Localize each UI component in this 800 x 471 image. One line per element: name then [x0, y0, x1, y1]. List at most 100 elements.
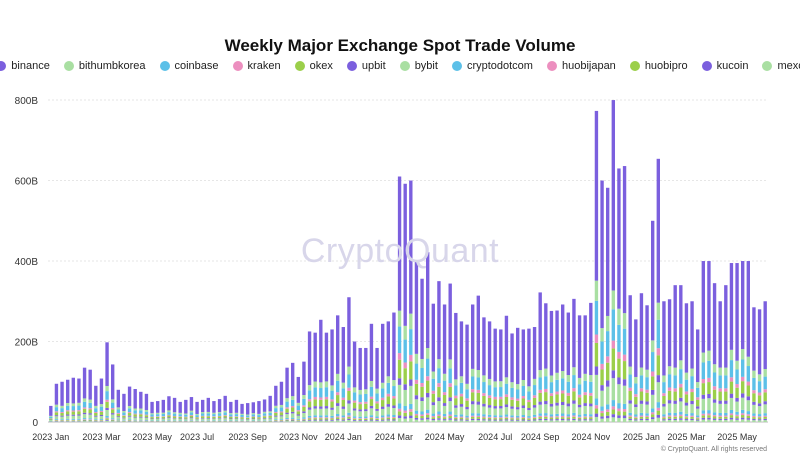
bar-segment-kraken — [454, 395, 458, 399]
bar-segment-okex — [504, 397, 509, 405]
legend-item-bybit[interactable]: bybit — [399, 60, 438, 72]
bar-segment-cryptodotcom — [403, 405, 407, 411]
bar-segment-coinbase — [527, 391, 531, 400]
bar-segment-binance — [589, 302, 593, 376]
bar-segment-upbit — [679, 397, 683, 402]
bar-segment-kraken — [172, 415, 177, 417]
bar-segment-bybit — [54, 416, 59, 420]
bar-segment-huobipro — [679, 416, 683, 419]
bar-segment-upbit — [724, 400, 728, 404]
bar-segment-kucoin — [437, 418, 441, 420]
bar-segment-huobijapan — [577, 416, 582, 418]
bar-segment-bithumbkorea — [291, 396, 295, 400]
bar-segment-huobijapan — [763, 415, 767, 417]
bar-segment-okex — [206, 416, 210, 419]
bar-segment-kucoin — [493, 419, 497, 421]
bar-segment-cryptodotcom — [662, 414, 666, 417]
bar-segment-upbit — [600, 385, 604, 391]
bar-segment-coinbase — [735, 369, 739, 385]
bar-segment-bithumbkorea — [122, 411, 126, 413]
bar-segment-upbit — [144, 417, 149, 418]
legend-swatch — [399, 61, 410, 71]
bar-segment-okex — [54, 412, 59, 416]
legend-item-kucoin[interactable]: kucoin — [701, 60, 748, 72]
bar-segment-binance — [628, 295, 632, 367]
watermark: CryptoQuant — [300, 232, 500, 270]
legend-label: huobijapan — [561, 60, 616, 72]
bar-segment-huobipro — [409, 411, 413, 416]
bar-segment-okex — [712, 389, 717, 400]
bar-segment-huobipro — [696, 418, 700, 420]
bar-segment-kucoin — [459, 419, 464, 421]
bar-segment-upbit — [431, 402, 435, 406]
bar-segment-mexc — [381, 420, 385, 422]
bar-segment-coinbase — [223, 412, 227, 416]
bar-segment-bithumbkorea — [257, 413, 261, 416]
bar-segment-bybit — [510, 408, 514, 416]
bar-segment-huobijapan — [386, 416, 390, 418]
bar-segment-huobipro — [662, 417, 666, 420]
bar-segment-mexc — [94, 421, 98, 422]
bar-segment-huobijapan — [622, 409, 627, 412]
bar-segment-kucoin — [527, 419, 531, 421]
bar-segment-mexc — [622, 418, 627, 422]
bar-segment-binance — [99, 378, 104, 405]
legend-item-huobijapan[interactable]: huobijapan — [546, 60, 616, 72]
bar-segment-cryptodotcom — [414, 410, 419, 414]
bar-segment-bybit — [302, 412, 306, 418]
bar-segment-kraken — [465, 398, 469, 401]
bar-segment-mexc — [375, 420, 379, 422]
bar-segment-huobijapan — [471, 415, 475, 417]
legend-item-okex[interactable]: okex — [294, 60, 333, 72]
bar-segment-bybit — [684, 405, 689, 414]
legend-item-mexc[interactable]: mexc — [762, 60, 800, 72]
bar-segment-huobipro — [88, 419, 92, 421]
bar-segment-upbit — [364, 409, 368, 412]
bar-segment-coinbase — [431, 378, 435, 391]
bar-segment-coinbase — [240, 414, 244, 417]
bar-segment-huobijapan — [358, 418, 362, 419]
legend-item-huobipro[interactable]: huobipro — [629, 60, 688, 72]
bar-segment-kucoin — [302, 420, 306, 422]
bar-segment-huobipro — [307, 418, 312, 420]
bar-segment-okex — [459, 396, 464, 405]
bar-segment-huobipro — [324, 418, 329, 420]
bar-segment-cryptodotcom — [555, 413, 559, 417]
bar-segment-kraken — [313, 396, 317, 400]
bar-segment-mexc — [442, 420, 447, 422]
bar-segment-okex — [622, 361, 627, 380]
bar-segment-mexc — [54, 421, 59, 422]
bar-segment-kraken — [324, 396, 329, 400]
bar-segment-cryptodotcom — [656, 402, 660, 408]
bar-segment-bithumbkorea — [594, 280, 599, 301]
bar-segment-bithumbkorea — [111, 399, 115, 403]
legend-item-cryptodotcom[interactable]: cryptodotcom — [451, 60, 533, 72]
legend-item-kraken[interactable]: kraken — [232, 60, 281, 72]
bar-segment-huobipro — [684, 417, 689, 420]
bar-segment-bybit — [662, 406, 666, 415]
bar-segment-upbit — [291, 411, 295, 414]
bar-segment-kucoin — [369, 419, 374, 421]
bar-segment-kucoin — [628, 418, 632, 421]
bar-segment-coinbase — [212, 414, 216, 417]
bar-segment-huobipro — [431, 417, 435, 419]
bar-segment-binance — [184, 399, 188, 414]
bar-segment-binance — [381, 323, 385, 383]
bar-segment-huobipro — [532, 417, 537, 420]
bar-segment-mexc — [724, 420, 728, 422]
legend-item-coinbase[interactable]: coinbase — [159, 60, 219, 72]
bar-segment-bithumbkorea — [544, 368, 548, 377]
bar-segment-kraken — [94, 412, 98, 413]
legend-item-binance[interactable]: binance — [0, 60, 50, 72]
bar-segment-kraken — [482, 393, 486, 396]
legend-label: bithumbkorea — [78, 60, 146, 72]
bar-segment-coinbase — [291, 399, 295, 406]
bar-segment-coinbase — [606, 331, 610, 357]
bar-segment-bybit — [397, 384, 402, 404]
bar-segment-coinbase — [195, 415, 199, 418]
legend-item-bithumbkorea[interactable]: bithumbkorea — [63, 60, 146, 72]
legend-item-upbit[interactable]: upbit — [346, 60, 386, 72]
bar-segment-kucoin — [307, 419, 312, 421]
bar-segment-binance — [611, 100, 615, 291]
